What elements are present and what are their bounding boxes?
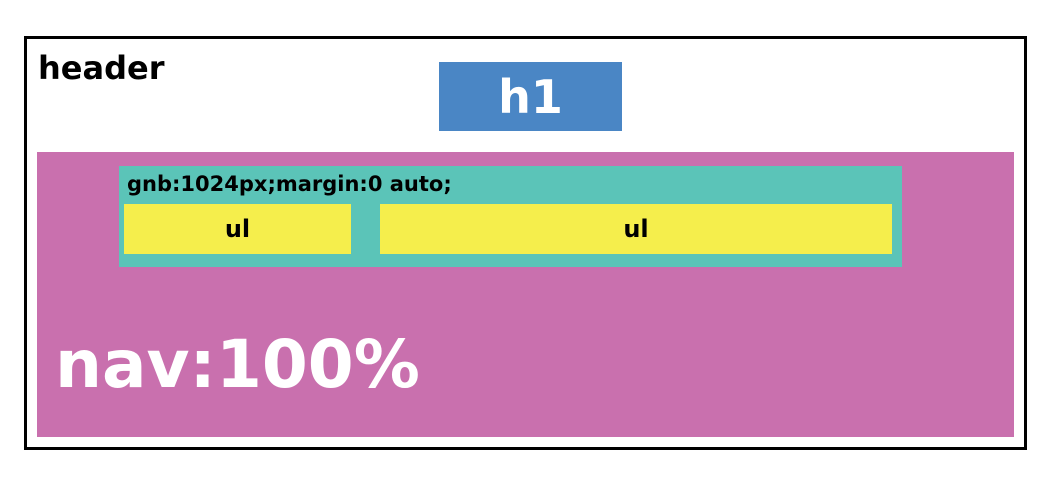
ul-box-left: ul — [124, 204, 351, 254]
nav-label: nav:100% — [55, 326, 420, 403]
header-label: header — [38, 49, 165, 87]
ul-box-right: ul — [380, 204, 892, 254]
nav-box: gnb:1024px;margin:0 auto; ul ul nav:100% — [37, 152, 1014, 437]
h1-box: h1 — [439, 62, 622, 131]
gnb-box: gnb:1024px;margin:0 auto; ul ul — [119, 166, 902, 267]
gnb-label: gnb:1024px;margin:0 auto; — [127, 172, 452, 196]
